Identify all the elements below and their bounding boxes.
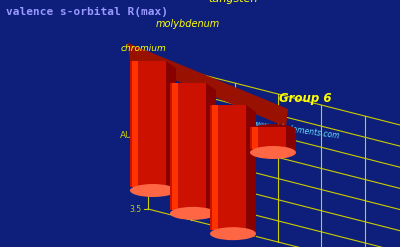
Text: Group 6: Group 6 bbox=[279, 92, 331, 105]
Ellipse shape bbox=[210, 227, 256, 240]
Polygon shape bbox=[206, 83, 216, 217]
Ellipse shape bbox=[250, 146, 296, 159]
Polygon shape bbox=[132, 61, 138, 187]
Ellipse shape bbox=[170, 207, 216, 220]
Text: 2.5: 2.5 bbox=[130, 162, 142, 171]
Text: www.webelements.com: www.webelements.com bbox=[250, 119, 340, 141]
Polygon shape bbox=[128, 43, 288, 127]
Polygon shape bbox=[212, 105, 218, 230]
Polygon shape bbox=[170, 83, 206, 210]
Polygon shape bbox=[286, 127, 296, 156]
Polygon shape bbox=[130, 61, 166, 187]
Text: 3.5: 3.5 bbox=[130, 205, 142, 213]
Text: molybdenum: molybdenum bbox=[156, 19, 220, 29]
Text: 1.5: 1.5 bbox=[130, 120, 142, 129]
Text: chromium: chromium bbox=[120, 44, 166, 53]
Polygon shape bbox=[210, 105, 246, 230]
Ellipse shape bbox=[250, 124, 296, 137]
Text: tungsten: tungsten bbox=[208, 0, 258, 4]
Polygon shape bbox=[172, 83, 178, 210]
Polygon shape bbox=[246, 105, 256, 237]
Text: 0.0: 0.0 bbox=[130, 57, 142, 65]
Polygon shape bbox=[250, 127, 286, 149]
Text: 0.5: 0.5 bbox=[130, 78, 142, 87]
Text: 2.0: 2.0 bbox=[130, 141, 142, 150]
Text: 1.0: 1.0 bbox=[130, 99, 142, 108]
Polygon shape bbox=[166, 61, 176, 194]
Text: valence s-orbital R(max): valence s-orbital R(max) bbox=[6, 7, 168, 17]
Text: 3.0: 3.0 bbox=[130, 183, 142, 192]
Polygon shape bbox=[252, 127, 258, 149]
Text: AU: AU bbox=[120, 130, 132, 140]
Ellipse shape bbox=[130, 184, 176, 197]
